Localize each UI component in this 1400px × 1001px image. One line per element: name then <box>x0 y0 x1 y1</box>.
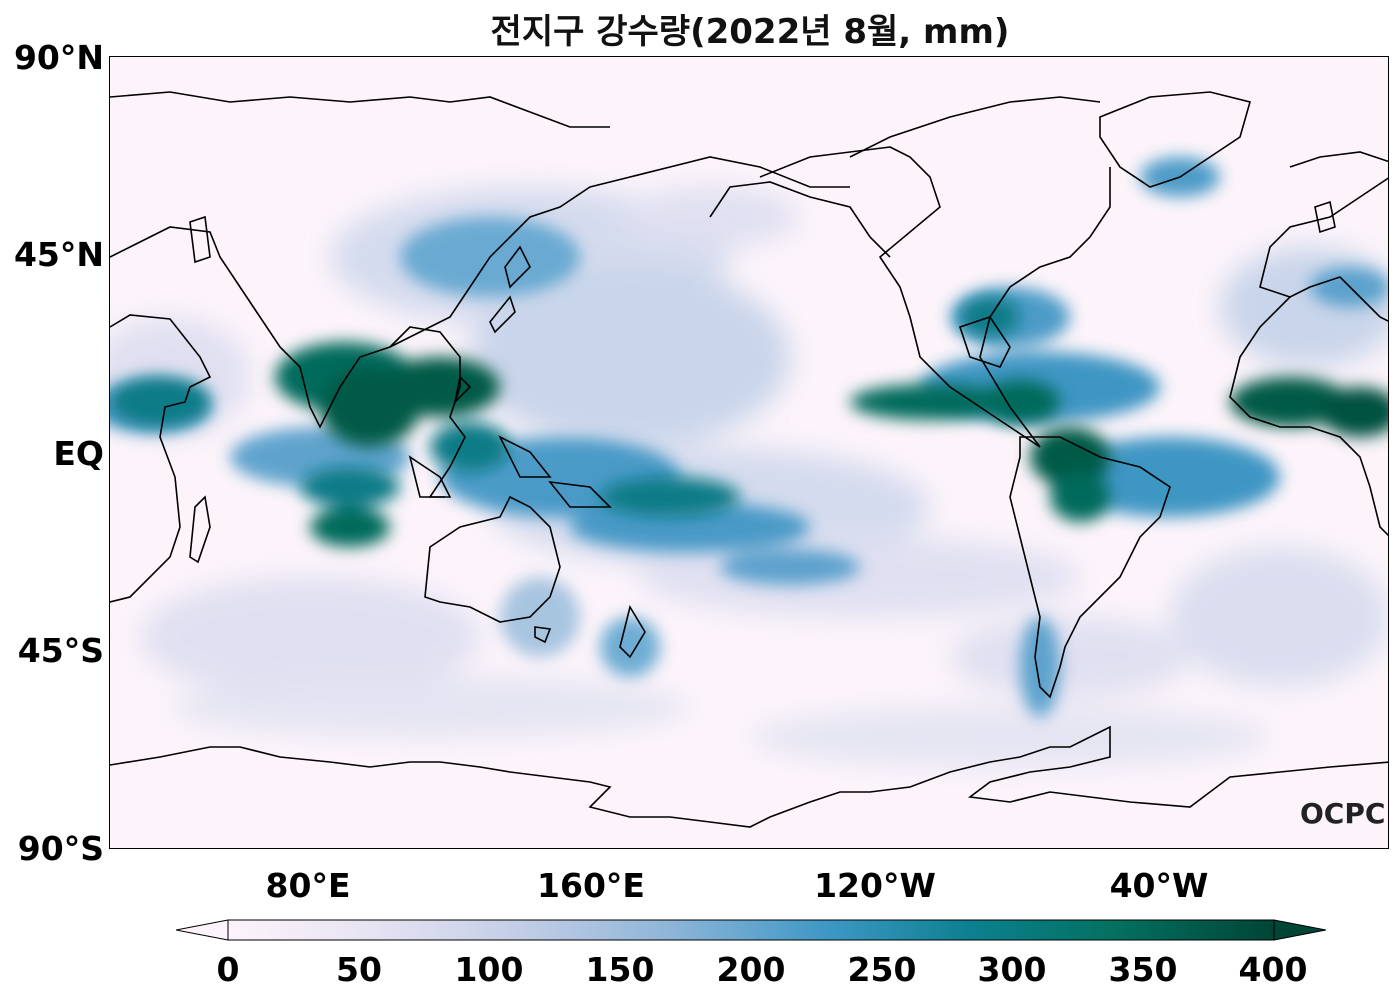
colorbar-tick-100: 100 <box>454 950 524 989</box>
map-svg <box>110 57 1388 848</box>
x-tick-120w: 120°W <box>814 866 936 905</box>
x-tick-80e: 80°E <box>265 866 351 905</box>
coastlines <box>110 91 1388 828</box>
y-tick-45s: 45°S <box>17 631 104 670</box>
colorbar-tick-400: 400 <box>1238 950 1308 989</box>
colorbar-tick-350: 350 <box>1108 950 1178 989</box>
colorbar-tick-0: 0 <box>216 950 240 989</box>
y-tick-45n: 45°N <box>13 235 104 274</box>
light-precip-layer <box>110 187 1388 767</box>
colorbar-tick-300: 300 <box>977 950 1047 989</box>
colorbar-tick-50: 50 <box>336 950 382 989</box>
ocpc-logo: OCPC <box>1300 797 1386 830</box>
map-title: 전지구 강수량(2022년 8월, mm) <box>490 12 1010 52</box>
colorbar-tick-200: 200 <box>716 950 786 989</box>
colorbar <box>176 919 1326 941</box>
x-tick-40w: 40°W <box>1109 866 1209 905</box>
colorbar-tick-250: 250 <box>847 950 917 989</box>
y-tick-90n: 90°N <box>13 38 104 77</box>
y-tick-90s: 90°S <box>17 829 104 868</box>
colorbar-tick-150: 150 <box>585 950 655 989</box>
x-tick-160e: 160°E <box>537 866 645 905</box>
y-tick-eq: EQ <box>53 434 104 473</box>
precipitation-map <box>109 56 1389 849</box>
